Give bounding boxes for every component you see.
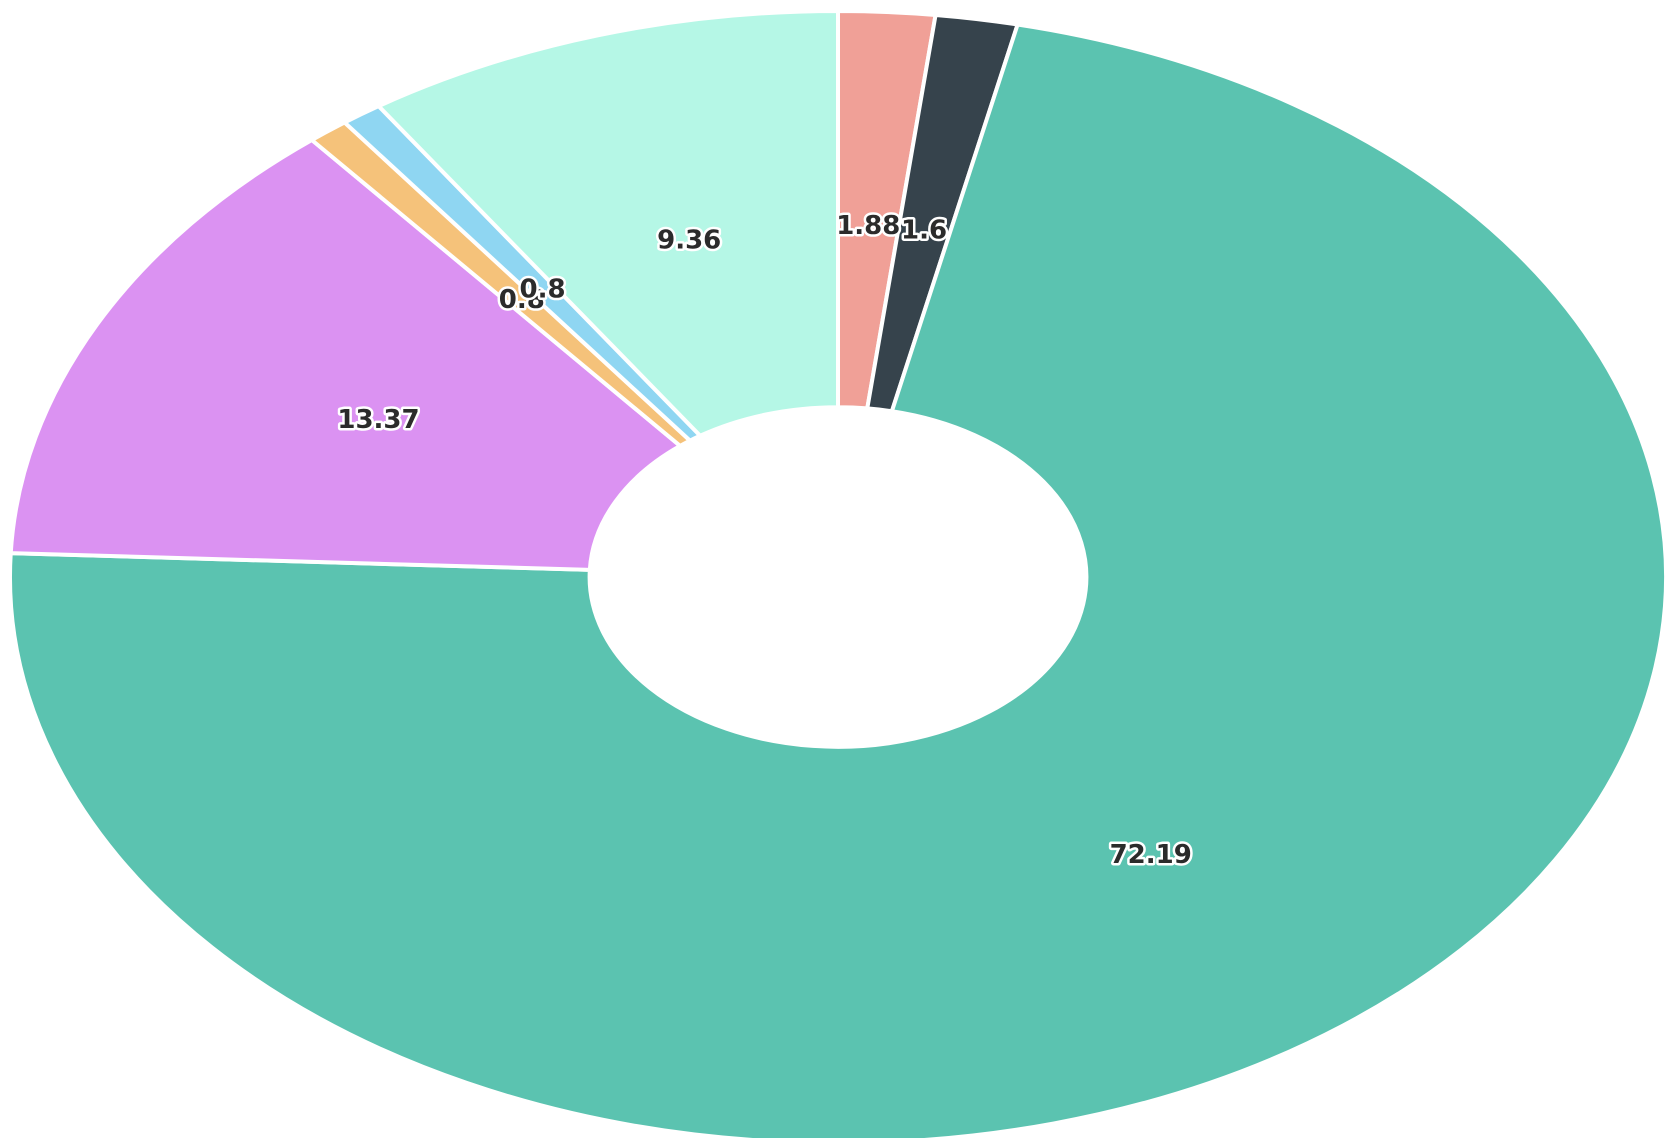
value-label: 1.88 [836,211,900,241]
value-label: 13.37 [337,405,419,435]
value-label: 1.6 [901,216,947,246]
donut-slice [8,22,1668,1138]
donut-slice [8,137,684,572]
donut-slice [375,8,840,439]
value-label: 0.8 [520,275,566,305]
value-label: 0.8 [499,285,545,315]
value-label: 72.19 [1110,840,1192,870]
value-label: 9.36 [657,226,721,256]
